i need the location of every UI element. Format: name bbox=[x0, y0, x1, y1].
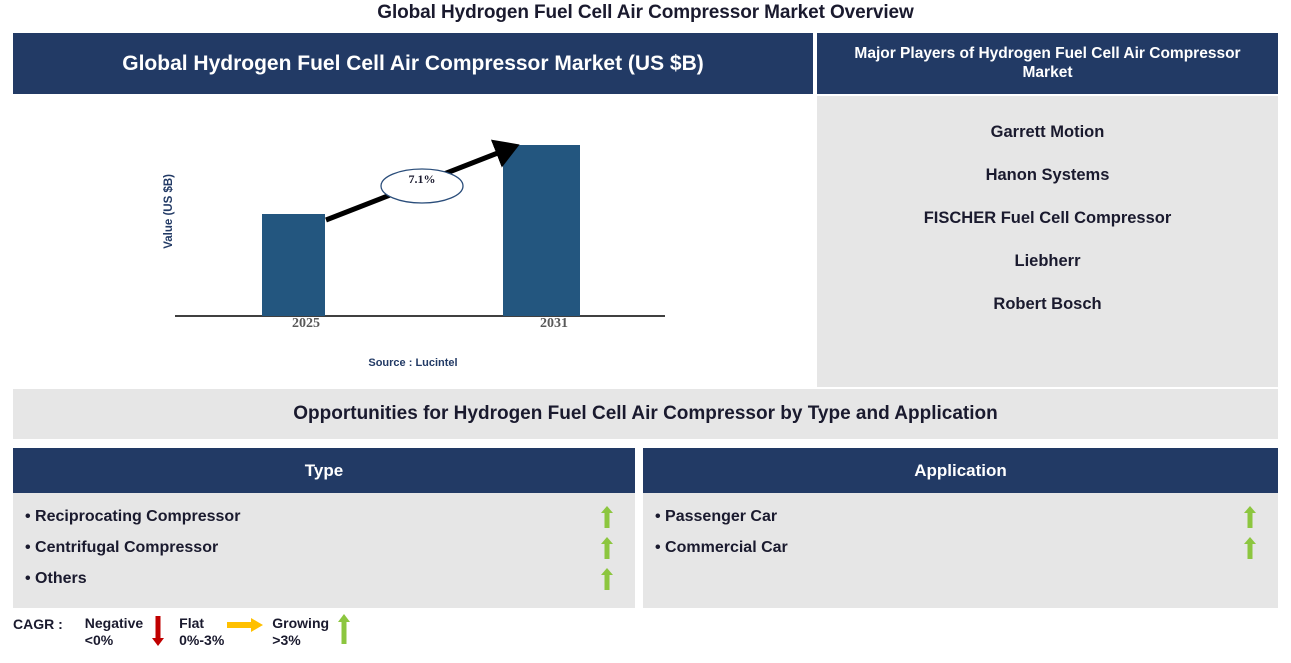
legend-name: Flat bbox=[179, 615, 205, 631]
application-column-header: Application bbox=[643, 448, 1278, 493]
list-item: • Commercial Car bbox=[643, 532, 1278, 563]
x-tick-2031: 2031 bbox=[540, 316, 568, 331]
type-item-label: • Centrifugal Compressor bbox=[25, 538, 219, 556]
legend-name: Negative bbox=[84, 615, 144, 631]
market-bar-chart: Value (US $B) 7.1% 2025 2031 Source : Lu… bbox=[13, 94, 813, 389]
arrow-up-icon bbox=[1240, 505, 1260, 528]
legend-entry-negative: Negative <0% bbox=[85, 612, 173, 648]
type-item-label: • Reciprocating Compressor bbox=[25, 507, 241, 525]
arrow-up-icon bbox=[329, 612, 359, 646]
list-item: • Centrifugal Compressor bbox=[13, 532, 635, 563]
list-item: Garrett Motion bbox=[990, 123, 1105, 141]
legend-range: <0% bbox=[84, 631, 114, 648]
cagr-bubble bbox=[380, 168, 464, 204]
list-item: • Others bbox=[13, 563, 635, 594]
type-item-label: • Others bbox=[25, 569, 87, 587]
legend-range: 0%-3% bbox=[179, 631, 225, 648]
page-title: Global Hydrogen Fuel Cell Air Compressor… bbox=[377, 2, 914, 23]
cagr-legend: CAGR : Negative <0% Flat 0%-3% Growing >… bbox=[13, 612, 473, 660]
list-item: Robert Bosch bbox=[993, 295, 1102, 313]
legend-entry-flat: Flat 0%-3% bbox=[179, 612, 266, 648]
major-players-list: Garrett Motion Hanon Systems FISCHER Fue… bbox=[817, 96, 1278, 387]
chart-panel-header: Global Hydrogen Fuel Cell Air Compressor… bbox=[13, 33, 813, 94]
source-note: Source : Lucintel bbox=[368, 357, 458, 369]
type-column-body: • Reciprocating Compressor • Centrifugal… bbox=[13, 493, 635, 608]
x-tick-2025: 2025 bbox=[292, 316, 320, 331]
bar-2031 bbox=[503, 145, 580, 316]
application-item-label: • Commercial Car bbox=[655, 538, 788, 556]
arrow-right-icon bbox=[224, 612, 266, 633]
arrow-up-icon bbox=[597, 567, 617, 590]
major-players-header: Major Players of Hydrogen Fuel Cell Air … bbox=[817, 33, 1278, 94]
application-column-body: • Passenger Car • Commercial Car bbox=[643, 493, 1278, 608]
application-item-label: • Passenger Car bbox=[655, 507, 778, 525]
type-column-header: Type bbox=[13, 448, 635, 493]
list-item: FISCHER Fuel Cell Compressor bbox=[923, 209, 1172, 227]
legend-entry-growing: Growing >3% bbox=[272, 612, 359, 648]
opportunities-band-title: Opportunities for Hydrogen Fuel Cell Air… bbox=[13, 389, 1278, 439]
arrow-up-icon bbox=[597, 505, 617, 528]
arrow-up-icon bbox=[1240, 536, 1260, 559]
list-item: Liebherr bbox=[1014, 252, 1081, 270]
cagr-value-label: 7.1% bbox=[408, 172, 436, 186]
arrow-down-icon bbox=[143, 612, 173, 646]
list-item: Hanon Systems bbox=[985, 166, 1110, 184]
list-item: • Reciprocating Compressor bbox=[13, 501, 635, 532]
legend-name: Growing bbox=[272, 615, 330, 631]
arrow-up-icon bbox=[597, 536, 617, 559]
chart-canvas bbox=[175, 139, 665, 317]
legend-range: >3% bbox=[272, 631, 301, 648]
bar-2025 bbox=[262, 214, 325, 316]
cagr-legend-title: CAGR : bbox=[13, 616, 63, 632]
list-item: • Passenger Car bbox=[643, 501, 1278, 532]
